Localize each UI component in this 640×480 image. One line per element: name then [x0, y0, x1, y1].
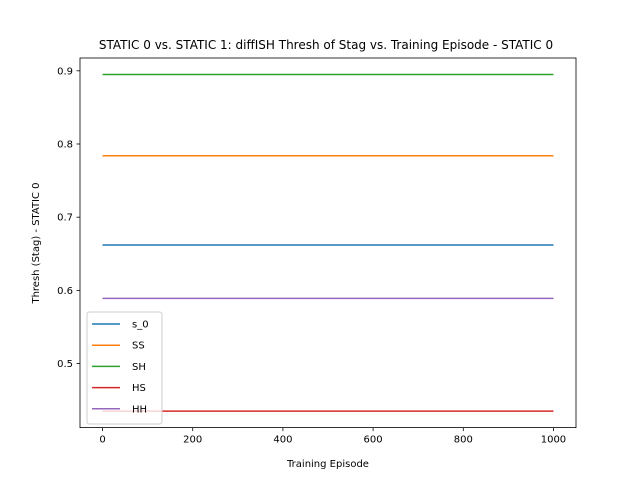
legend-label: SS: [132, 341, 145, 352]
legend-label: HH: [132, 404, 147, 415]
x-axis-label: Training Episode: [286, 459, 369, 470]
x-tick-label: 400: [273, 435, 292, 446]
x-tick-label: 1000: [541, 435, 566, 446]
y-tick-label: 0.6: [57, 286, 73, 297]
legend-label: s_0: [132, 320, 149, 331]
y-tick-label: 0.8: [57, 139, 73, 150]
x-tick-label: 200: [183, 435, 202, 446]
axes-frame: [79, 57, 577, 429]
chart-title: STATIC 0 vs. STATIC 1: diffISH Thresh of…: [99, 38, 553, 52]
legend-label: SH: [132, 362, 146, 373]
y-tick-label: 0.9: [57, 66, 73, 77]
y-axis-label: Thresh (Stag) - STATIC 0: [31, 182, 42, 304]
axis-ticks: 0 200 400 600 800 1000 0.5 0.6 0.7 0.8 0.9: [57, 66, 566, 445]
y-tick-label: 0.7: [57, 213, 73, 224]
x-tick-label: 800: [454, 435, 473, 446]
legend: s_0 SS SH HS HH: [86, 311, 163, 425]
y-tick-label: 0.5: [57, 359, 73, 370]
x-tick-label: 0: [99, 435, 105, 446]
plot-area: [102, 73, 554, 412]
legend-label: HS: [132, 383, 146, 394]
x-tick-label: 600: [364, 435, 383, 446]
legend-box: [86, 311, 163, 425]
